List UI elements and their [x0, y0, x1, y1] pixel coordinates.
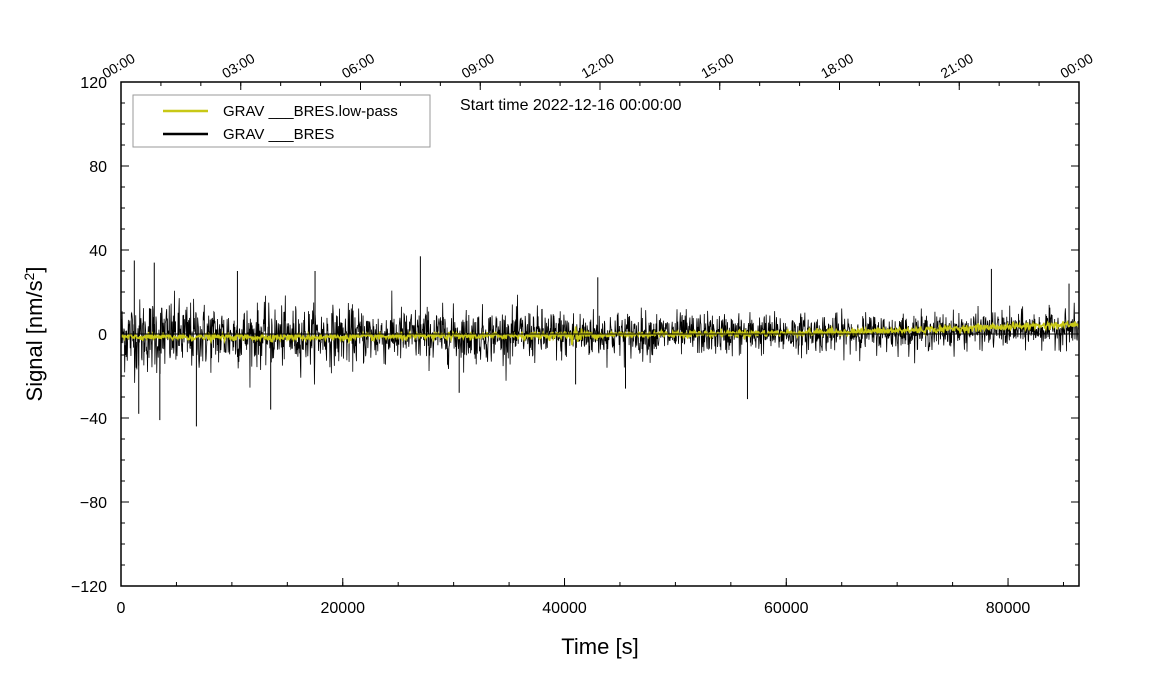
- y-tick-label-4: 40: [89, 243, 107, 260]
- legend-box: [132, 94, 431, 148]
- top-tick-label-6: 18:00: [818, 50, 857, 81]
- top-tick-label-1: 03:00: [219, 50, 258, 81]
- y-tick-label-2: −40: [80, 411, 107, 428]
- x-tick-label-0: 0: [117, 600, 126, 617]
- legend: GRAV ___BRES.low-pass GRAV ___BRES: [132, 94, 431, 148]
- top-tick-label-5: 15:00: [698, 50, 737, 81]
- y-tick-label-5: 80: [89, 159, 107, 176]
- top-time-axis-labels: 00:00 03:00 06:00 09:00 12:00 15:00 18:00 21:00…: [99, 50, 1096, 81]
- top-tick-label-3: 09:00: [459, 50, 498, 81]
- top-tick-label-0: 00:00: [99, 50, 138, 81]
- legend-entry-raw: GRAV ___BRES: [223, 126, 334, 143]
- x-axis-label: Time [s]: [561, 634, 638, 659]
- y-axis-label-close: ]: [22, 267, 47, 273]
- top-tick-label-7: 21:00: [938, 50, 977, 81]
- top-tick-label-8: 00:00: [1057, 50, 1096, 81]
- y-axis-label: Signal [nm/s2]: [21, 267, 47, 402]
- y-axis-label-superscript: 2: [21, 272, 37, 280]
- x-tick-label-2: 40000: [542, 600, 587, 617]
- x-tick-label-3: 60000: [764, 600, 809, 617]
- y-axis-label-main: Signal [nm/s: [22, 280, 47, 401]
- top-tick-label-2: 06:00: [339, 50, 378, 81]
- plot-area: [121, 256, 1079, 427]
- x-tick-label-4: 80000: [986, 600, 1031, 617]
- y-tick-label-6: 120: [80, 75, 107, 92]
- start-time-annotation: Start time 2022-12-16 00:00:00: [460, 97, 682, 114]
- y-tick-label-3: 0: [98, 327, 107, 344]
- y-axis-tick-labels: −120 −80 −40 0 40 80 120: [71, 75, 107, 596]
- y-tick-label-0: −120: [71, 579, 107, 596]
- y-tick-label-1: −80: [80, 495, 107, 512]
- axis-ticks: [120, 81, 1080, 587]
- top-tick-label-4: 12:00: [578, 50, 617, 81]
- x-axis-tick-labels: 0 20000 40000 60000 80000: [117, 600, 1031, 617]
- legend-entry-low-pass: GRAV ___BRES.low-pass: [223, 103, 398, 120]
- x-tick-label-1: 20000: [321, 600, 366, 617]
